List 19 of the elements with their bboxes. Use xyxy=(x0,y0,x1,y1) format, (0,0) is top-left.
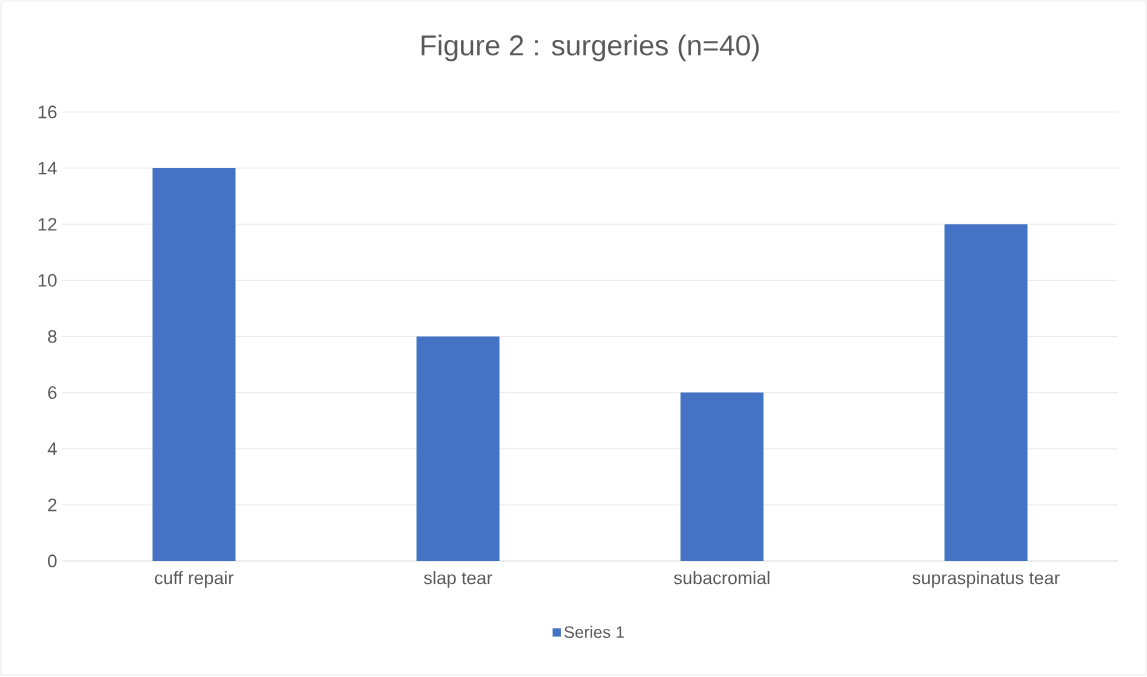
legend-label: Series 1 xyxy=(564,625,624,639)
bar xyxy=(680,392,764,561)
y-tick-label: 6 xyxy=(48,386,57,399)
x-tick-label: slap tear xyxy=(423,571,493,588)
x-tick-label: cuff repair xyxy=(154,571,234,588)
y-tick-label: 0 xyxy=(48,554,57,568)
y-tick-label: 12 xyxy=(38,217,57,231)
y-tick-label: 10 xyxy=(38,273,57,287)
chart-title: Figure 2 : surgeries (n=40) xyxy=(421,34,759,62)
y-tick-label: 14 xyxy=(38,161,57,175)
x-tick-label: supraspinatus tear xyxy=(912,571,1060,588)
y-tick-label: 2 xyxy=(48,498,57,512)
y-tick-label: 16 xyxy=(38,105,57,119)
y-tick-label: 8 xyxy=(48,330,57,343)
bar xyxy=(416,336,500,561)
x-tick-label: subacromial xyxy=(673,571,770,585)
y-tick-label: 4 xyxy=(47,442,57,455)
bar xyxy=(152,168,236,561)
bar xyxy=(944,224,1028,561)
